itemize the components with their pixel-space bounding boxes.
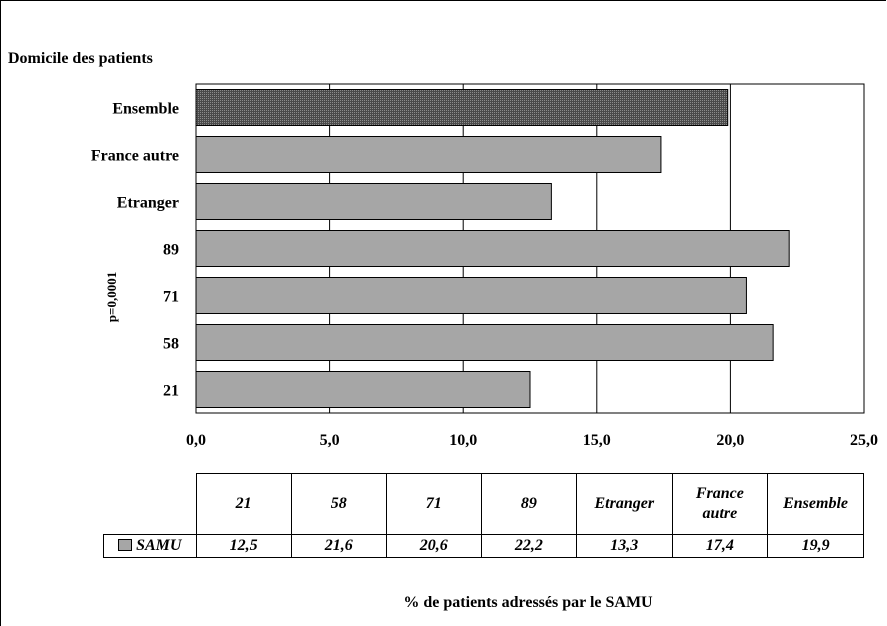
category-label: Etranger [117,195,179,212]
category-label: 71 [163,289,179,306]
table-value-cell: 20,6 [385,534,482,558]
table-header-cell: Ensemble [767,473,864,535]
table-header-cell: 58 [290,473,387,535]
category-label: 89 [163,242,179,259]
legend-label: SAMU [136,537,182,554]
table-value-cell: 19,9 [767,534,864,558]
table-header-cell: France autre [671,473,769,535]
x-tick-label: 25,0 [850,432,878,449]
chart-title: Domicile des patients [8,50,153,67]
table-value-cell: 13,3 [575,534,673,558]
table-value-cell: 17,4 [671,534,769,558]
x-tick-label: 5,0 [320,432,340,449]
category-label: Ensemble [112,101,179,118]
bar-france-autre [195,136,662,173]
bar-chart-plot: 21 58 71 89 Etranger France autre Ensemble 0,0… [91,83,878,449]
category-label: 58 [163,336,179,353]
legend-swatch [118,539,133,551]
table-value-cell: 21,6 [290,534,387,558]
data-table: 21 58 71 89 Etranger France autre Ensemble SAMU… [103,473,864,558]
table-value-cell: 22,2 [480,534,577,558]
bar-89 [195,230,790,267]
legend-key-samu: SAMU [103,534,197,558]
table-value-cell: 12,5 [195,534,292,558]
x-tick-label: 0,0 [186,432,206,449]
bar-ensemble [195,89,729,126]
x-tick-label: 20,0 [716,432,744,449]
bar-71 [195,277,747,314]
p-value-annotation: p=0,0001 [104,271,119,323]
bar-21 [195,371,531,408]
bar-etranger [195,183,552,220]
category-label: France autre [91,148,179,165]
table-header-cell: 21 [195,473,292,535]
table-header-cell: 71 [385,473,482,535]
x-tick-label: 15,0 [583,432,611,449]
table-header-cell: Etranger [575,473,673,535]
x-axis-title: % de patients adressés par le SAMU [403,594,653,611]
x-tick-label: 10,0 [449,432,477,449]
bar-58 [195,324,774,361]
table-header-cell: 89 [480,473,577,535]
category-label: 21 [163,383,179,400]
table-legend-header [103,473,197,535]
